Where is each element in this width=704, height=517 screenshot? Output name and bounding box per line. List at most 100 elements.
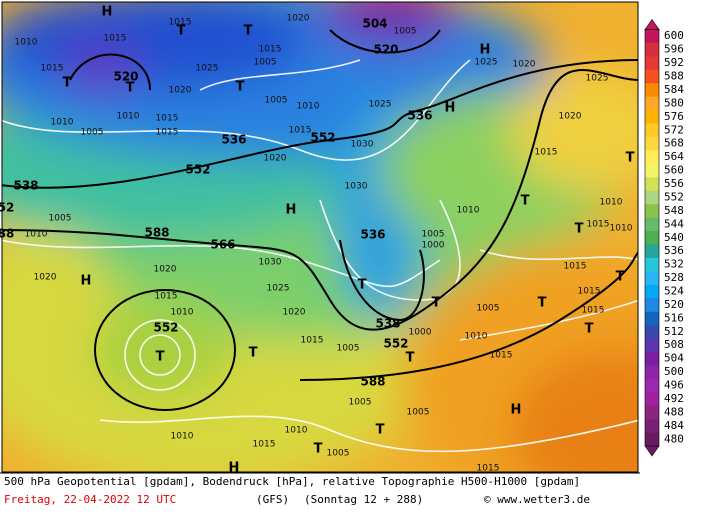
map-label: T [376, 423, 385, 438]
caption-date: Freitag, 22-04-2022 12 UTC [4, 493, 176, 506]
map-label: 1025 [196, 64, 219, 74]
caption-model: (GFS) [256, 493, 289, 506]
map-label: T [177, 24, 186, 39]
colorbar-tick-label: 516 [664, 311, 684, 324]
map-label: 538 [13, 179, 38, 193]
map-label: 536 [407, 109, 432, 123]
map-label: T [244, 24, 253, 39]
map-label: 1010 [15, 38, 38, 48]
map-label: 1025 [369, 100, 392, 110]
map-label: 1010 [25, 230, 48, 240]
map-label: 1015 [477, 464, 500, 474]
colorbar-band [645, 204, 659, 218]
colorbar-tick-label: 596 [664, 43, 684, 56]
map-label: 1015 [253, 440, 276, 450]
map-label: 1015 [169, 18, 192, 28]
map-label: T [626, 151, 635, 166]
map-label: 1005 [422, 230, 445, 240]
map-label: 1010 [171, 308, 194, 318]
colorbar-band [645, 311, 659, 326]
colorbar-tick-label: 508 [664, 338, 684, 351]
colorbar-band [645, 69, 659, 84]
colorbar: 6005965925885845805765725685645605565525… [644, 18, 684, 457]
map-label: 1015 [535, 148, 558, 158]
colorbar-tick-label: 580 [664, 96, 684, 109]
colorbar-band [645, 338, 659, 353]
map-label: 1015 [155, 292, 178, 302]
map-label: 538 [375, 317, 400, 331]
colorbar-band [645, 163, 659, 178]
map-label: 1020 [264, 154, 287, 164]
colorbar-band [645, 110, 659, 124]
map-label: H [229, 461, 240, 476]
colorbar-tick-label: 512 [664, 325, 684, 338]
colorbar-tick-label: 484 [664, 419, 684, 432]
colorbar-tick-label: 560 [664, 164, 684, 177]
map-label: T [126, 81, 135, 96]
colorbar-band [645, 405, 659, 420]
map-label: T [156, 350, 165, 365]
map-label: T [616, 270, 625, 285]
map-label: 1020 [34, 273, 57, 283]
map-label: 1005 [254, 58, 277, 68]
map-label: 1005 [265, 96, 288, 106]
map-label: 1020 [513, 60, 536, 70]
map-label: 1005 [394, 27, 417, 37]
map-label: 1015 [490, 351, 513, 361]
map-label: 1005 [407, 408, 430, 418]
colorbar-tick-label: 548 [664, 204, 684, 217]
colorbar-tick-label: 584 [664, 83, 684, 96]
map-label: H [445, 101, 456, 116]
map-label: 1030 [259, 258, 282, 268]
map-label: 1010 [51, 118, 74, 128]
colorbar-band [645, 298, 659, 312]
map-label: 52 [0, 201, 14, 215]
map-label: 536 [221, 133, 246, 147]
caption-credit: © www.wetter3.de [484, 493, 590, 506]
colorbar-band [645, 123, 659, 138]
map-label: T [358, 278, 367, 293]
map-label: 1030 [351, 140, 374, 150]
map-label: 520 [113, 70, 138, 84]
map-label: 536 [360, 228, 385, 242]
map-label: 1020 [283, 308, 306, 318]
map-label: 1010 [117, 112, 140, 122]
map-label: 1020 [169, 86, 192, 96]
map-label: 1010 [600, 198, 623, 208]
map-label: 566 [210, 238, 235, 252]
colorbar-tick-label: 524 [664, 284, 684, 297]
map-label: T [236, 80, 245, 95]
map-label: 1015 [582, 306, 605, 316]
map-label: T [63, 76, 72, 91]
map-label: 552 [153, 321, 178, 335]
map-label: 1005 [349, 398, 372, 408]
map-label: T [314, 442, 323, 457]
colorbar-band [645, 351, 659, 366]
map-label: H [81, 274, 92, 289]
colorbar-band [645, 231, 659, 245]
map-label: 1025 [267, 284, 290, 294]
map-label: 88 [0, 227, 14, 241]
map-label: 1010 [457, 206, 480, 216]
colorbar-band [645, 29, 659, 44]
colorbar-tick-label: 564 [664, 150, 684, 163]
colorbar-tick-label: 500 [664, 365, 684, 378]
map-label: 552 [383, 337, 408, 351]
map-label: T [406, 351, 415, 366]
colorbar-tick-label: 532 [664, 258, 684, 271]
map-label: T [538, 296, 547, 311]
map-label: H [511, 403, 522, 418]
colorbar-tick-label: 552 [664, 190, 684, 203]
map-label: T [585, 322, 594, 337]
colorbar-tick-label: 568 [664, 137, 684, 150]
map-label: 1015 [301, 336, 324, 346]
map-label: 1005 [477, 304, 500, 314]
map-label: 1020 [154, 265, 177, 275]
colorbar-tick-label: 588 [664, 70, 684, 83]
colorbar-tick-label: 600 [664, 29, 684, 42]
colorbar-tick-label: 528 [664, 271, 684, 284]
map-label: 1010 [297, 102, 320, 112]
map-label: 1025 [475, 58, 498, 68]
colorbar-band [645, 378, 659, 393]
